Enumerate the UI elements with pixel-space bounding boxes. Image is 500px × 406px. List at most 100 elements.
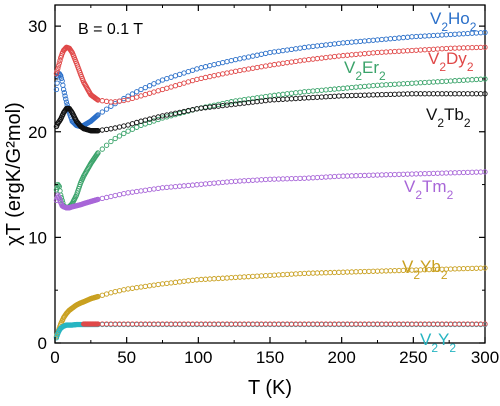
data-point	[207, 276, 213, 282]
data-point	[336, 40, 342, 47]
data-point	[129, 126, 136, 132]
data-point	[422, 171, 428, 177]
data-point	[478, 91, 484, 97]
data-point	[275, 48, 282, 54]
data-point	[336, 173, 342, 179]
data-point	[417, 91, 424, 97]
data-point	[374, 37, 381, 43]
data-point	[370, 92, 376, 98]
data-point	[177, 81, 183, 88]
data-point	[207, 73, 213, 80]
data-point	[121, 130, 127, 137]
data-point	[323, 54, 329, 61]
data-point	[202, 74, 209, 81]
data-point	[177, 279, 183, 285]
data-point	[473, 169, 480, 175]
data-point	[232, 178, 239, 184]
x-tick-label: 200	[327, 348, 355, 367]
data-point	[447, 91, 454, 97]
x-axis-title: T (K)	[248, 377, 292, 399]
data-point	[413, 171, 419, 177]
data-point	[155, 79, 161, 85]
data-point	[297, 95, 303, 101]
data-point	[103, 291, 110, 297]
x-tick-label: 100	[184, 348, 212, 367]
data-point	[224, 275, 230, 281]
data-point	[413, 91, 419, 97]
data-point	[54, 80, 60, 86]
data-point	[155, 185, 161, 192]
data-point	[452, 266, 458, 272]
data-point	[469, 91, 475, 97]
data-point	[215, 60, 222, 67]
data-point	[370, 83, 376, 89]
data-point	[237, 56, 243, 62]
data-point	[301, 57, 308, 63]
data-point	[181, 70, 187, 76]
data-point	[435, 91, 441, 97]
data-point	[288, 96, 295, 102]
data-point	[293, 90, 299, 96]
data-point	[228, 275, 234, 281]
data-point	[54, 68, 60, 74]
data-point	[275, 176, 282, 182]
data-point	[417, 47, 424, 53]
data-point	[146, 83, 153, 89]
data-point	[189, 77, 196, 84]
data-point	[159, 86, 166, 93]
data-point	[280, 176, 286, 182]
data-point	[318, 55, 325, 61]
data-point	[116, 98, 123, 104]
data-point	[426, 33, 432, 39]
data-point	[138, 188, 144, 194]
data-point	[108, 103, 114, 109]
data-point	[301, 44, 308, 51]
data-point	[460, 169, 467, 176]
data-point	[314, 174, 320, 181]
data-point	[181, 183, 187, 189]
data-point	[177, 183, 183, 189]
data-point	[151, 81, 157, 87]
data-point	[155, 281, 161, 288]
data-point	[142, 283, 148, 290]
data-point	[413, 47, 419, 53]
data-point	[138, 118, 144, 124]
data-point	[452, 78, 458, 84]
data-point	[469, 169, 475, 175]
data-point	[387, 172, 394, 178]
data-point	[353, 269, 359, 275]
data-point	[439, 170, 445, 176]
data-point	[482, 321, 488, 327]
data-point	[318, 174, 325, 180]
data-point	[185, 79, 191, 85]
data-point	[387, 268, 394, 274]
data-point	[280, 47, 286, 54]
data-point	[168, 280, 174, 286]
data-point	[112, 289, 118, 295]
data-point	[293, 95, 299, 102]
data-point	[327, 54, 333, 60]
data-point	[228, 101, 234, 108]
data-point	[129, 189, 136, 195]
data-point	[422, 79, 428, 86]
data-point	[314, 94, 320, 100]
data-point	[435, 79, 441, 85]
data-point	[327, 269, 333, 276]
data-point	[417, 33, 424, 39]
data-point	[288, 90, 295, 96]
data-point	[327, 174, 333, 180]
y-tick-label: 0	[38, 334, 47, 353]
data-point	[383, 91, 389, 98]
data-point	[142, 187, 148, 193]
data-point	[422, 33, 428, 39]
data-point	[185, 68, 191, 75]
data-point	[323, 87, 329, 93]
data-point	[258, 51, 265, 57]
data-point	[404, 80, 411, 87]
data-point	[245, 274, 252, 280]
data-point	[404, 91, 411, 97]
data-point	[361, 83, 368, 90]
data-point	[194, 277, 200, 283]
axis-ticks: 0 50 100 150 200 250 300 0 10 20 30	[28, 5, 499, 367]
data-point	[460, 77, 467, 83]
